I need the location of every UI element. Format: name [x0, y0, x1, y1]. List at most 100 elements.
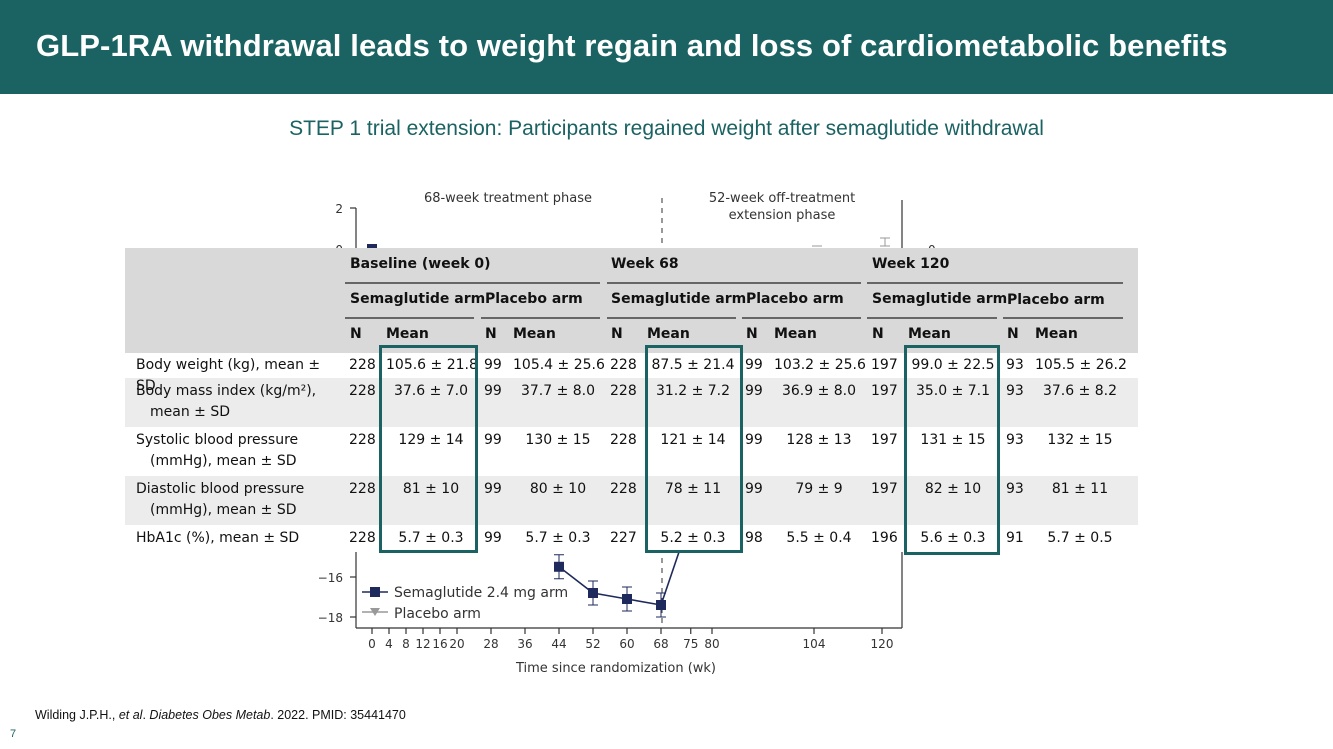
x-tick-label: 20 [449, 637, 464, 651]
cell-mean: 5.7 ± 0.3 [398, 530, 464, 546]
cell-mean: 37.6 ± 7.0 [393, 383, 469, 399]
x-tick-label: 16 [432, 637, 447, 651]
cell-mean: 121 ± 14 [660, 432, 726, 448]
col-n: N [611, 326, 623, 342]
cell-mean: 105.4 ± 25.6 [513, 357, 605, 373]
cell-mean: 132 ± 15 [1047, 432, 1113, 448]
arm-header: Placebo arm [1007, 292, 1105, 308]
highlight-box-week68 [645, 345, 743, 553]
citation: Wilding J.P.H., et al. Diabetes Obes Met… [35, 708, 406, 722]
cell-n: 228 [610, 481, 637, 497]
cell-mean: 130 ± 15 [525, 432, 591, 448]
cell-mean: 36.9 ± 8.0 [781, 383, 857, 399]
row-label: Body weight (kg), mean ± SD [136, 355, 336, 397]
cell-mean: 81 ± 11 [1051, 481, 1109, 497]
row-label: Systolic blood pressure (mmHg), mean ± SD [136, 430, 336, 472]
cell-mean: 37.6 ± 8.2 [1042, 383, 1118, 399]
legend-placebo: Placebo arm [394, 606, 481, 622]
row-label: Diastolic blood pressure (mmHg), mean ± S… [136, 479, 336, 521]
x-tick-label: 4 [385, 637, 393, 651]
cell-n: 99 [484, 357, 502, 373]
row-label: Body mass index (kg/m²), mean ± SD [136, 381, 336, 423]
placebo-errorbar [880, 237, 890, 247]
x-tick-label: 104 [803, 637, 826, 651]
timepoint-week68: Week 68 [611, 256, 679, 272]
cell-n: 228 [349, 530, 376, 546]
row-label-line: HbA1c (%), mean ± SD [136, 530, 300, 546]
col-mean: Mean [386, 326, 429, 342]
semaglutide-point [588, 588, 598, 598]
col-mean: Mean [513, 326, 556, 342]
semaglutide-point [622, 594, 632, 604]
cell-mean: 131 ± 15 [920, 432, 986, 448]
cell-mean: 103.2 ± 25.6 [774, 357, 866, 373]
cell-n: 228 [349, 481, 376, 497]
row-label: HbA1c (%), mean ± SD [136, 528, 336, 549]
cell-n: 228 [610, 357, 637, 373]
cell-n: 99 [745, 357, 763, 373]
cell-mean: 128 ± 13 [786, 432, 852, 448]
x-tick-label: 120 [871, 637, 894, 651]
row-label-line: Body mass index (kg/m²), [136, 383, 317, 399]
cell-mean: 35.0 ± 7.1 [915, 383, 991, 399]
x-tick-label: 75 [683, 637, 698, 651]
col-n: N [350, 326, 362, 342]
arm-header: Placebo arm [746, 291, 844, 307]
arm-header: Semaglutide arm [350, 291, 486, 307]
cell-n: 196 [871, 530, 898, 546]
y-tick-label: −16 [318, 571, 343, 585]
cell-mean: 82 ± 10 [924, 481, 982, 497]
cell-mean: 79 ± 9 [795, 481, 843, 497]
col-mean: Mean [774, 326, 817, 342]
x-tick-label: 28 [483, 637, 498, 651]
cell-mean: 31.2 ± 7.2 [655, 383, 731, 399]
x-tick-label: 80 [704, 637, 719, 651]
cell-mean: 5.7 ± 0.3 [525, 530, 591, 546]
x-tick-label: 52 [585, 637, 600, 651]
cell-mean: 5.5 ± 0.4 [786, 530, 852, 546]
table-background [125, 248, 1138, 552]
page-number: 7 [10, 728, 17, 740]
cell-n: 99 [745, 432, 763, 448]
row-label-line: Body weight (kg), mean ± SD [136, 357, 321, 394]
cell-mean: 78 ± 11 [664, 481, 722, 497]
row-bg [125, 378, 1138, 427]
cell-n: 98 [745, 530, 763, 546]
cell-n: 93 [1006, 383, 1024, 399]
cell-n: 99 [484, 530, 502, 546]
cell-mean: 87.5 ± 21.4 [651, 357, 735, 373]
cell-n: 93 [1006, 481, 1024, 497]
cell-mean: 129 ± 14 [398, 432, 464, 448]
cell-n: 99 [484, 432, 502, 448]
timepoint-baseline: Baseline (week 0) [350, 256, 491, 272]
treatment-phase-label: 68-week treatment phase [424, 191, 592, 206]
highlight-box-week120 [904, 345, 1000, 555]
cell-n: 99 [484, 481, 502, 497]
col-n: N [485, 326, 497, 342]
arm-header: Placebo arm [485, 291, 583, 307]
col-n: N [872, 326, 884, 342]
x-ticks: 0 4 8 12 16 20 28 36 44 52 60 68 75 80 104 120 [368, 628, 893, 651]
cell-mean: 37.7 ± 8.0 [520, 383, 596, 399]
cell-mean: 5.6 ± 0.3 [920, 530, 986, 546]
title-bar: GLP-1RA withdrawal leads to weight regai… [0, 0, 1333, 94]
cell-mean: 99.0 ± 22.5 [911, 357, 995, 373]
semaglutide-point [656, 600, 666, 610]
cell-mean: 105.5 ± 26.2 [1035, 357, 1127, 373]
x-tick-label: 8 [402, 637, 410, 651]
semaglutide-line [558, 566, 662, 606]
legend-square-marker [370, 587, 380, 597]
x-tick-label: 68 [653, 637, 668, 651]
cell-mean: 80 ± 10 [529, 481, 587, 497]
cell-mean: 105.6 ± 21.8 [386, 357, 478, 373]
col-n: N [1007, 326, 1019, 342]
row-bg [125, 427, 1138, 476]
cell-n: 197 [871, 383, 898, 399]
row-label-line: (mmHg), mean ± SD [150, 502, 297, 518]
cell-n: 91 [1006, 530, 1024, 546]
legend-triangle-marker [370, 608, 380, 616]
cell-n: 99 [484, 383, 502, 399]
timepoint-week120: Week 120 [872, 256, 950, 272]
semaglutide-rebound-line [660, 551, 680, 606]
col-n: N [746, 326, 758, 342]
